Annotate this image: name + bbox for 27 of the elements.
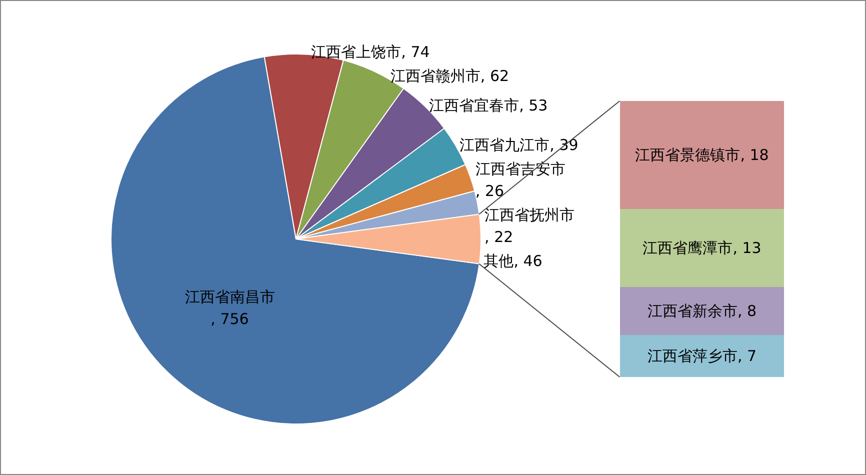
data-label: , 756 — [210, 310, 249, 328]
data-label: , 13 — [732, 239, 762, 257]
slice-label: 江西省上饶市 — [311, 43, 402, 62]
bar — [620, 335, 784, 377]
slice-label: 江西省吉安市 — [475, 160, 566, 178]
data-label: , 46 — [514, 252, 542, 270]
data-label: , 74 — [401, 43, 430, 62]
bar — [620, 287, 784, 335]
series-label: 江西省景德镇市 — [635, 146, 740, 164]
slice-label: 江西省南昌市 — [184, 288, 275, 306]
data-label: , 22 — [484, 228, 514, 246]
data-label: , 8 — [737, 302, 757, 320]
slice-label: 江西省抚州市 — [484, 206, 575, 224]
series-label: 江西省萍乡市 — [647, 347, 738, 365]
data-label: , 53 — [519, 96, 548, 114]
data-label: , 7 — [737, 347, 757, 365]
series-label: 江西省鹰潭市 — [642, 239, 733, 257]
bar — [620, 101, 784, 209]
slice-label: 其他 — [484, 252, 514, 270]
slice-label: 江西省赣州市 — [390, 67, 480, 86]
data-label: , 26 — [475, 182, 504, 200]
data-label: , 18 — [740, 146, 769, 164]
slice-label: 江西省九江市 — [460, 136, 550, 154]
slice-label: 江西省宜春市 — [429, 96, 520, 114]
series-label: 江西省新余市 — [647, 302, 738, 320]
bar — [620, 209, 784, 287]
data-label: , 62 — [480, 67, 510, 86]
